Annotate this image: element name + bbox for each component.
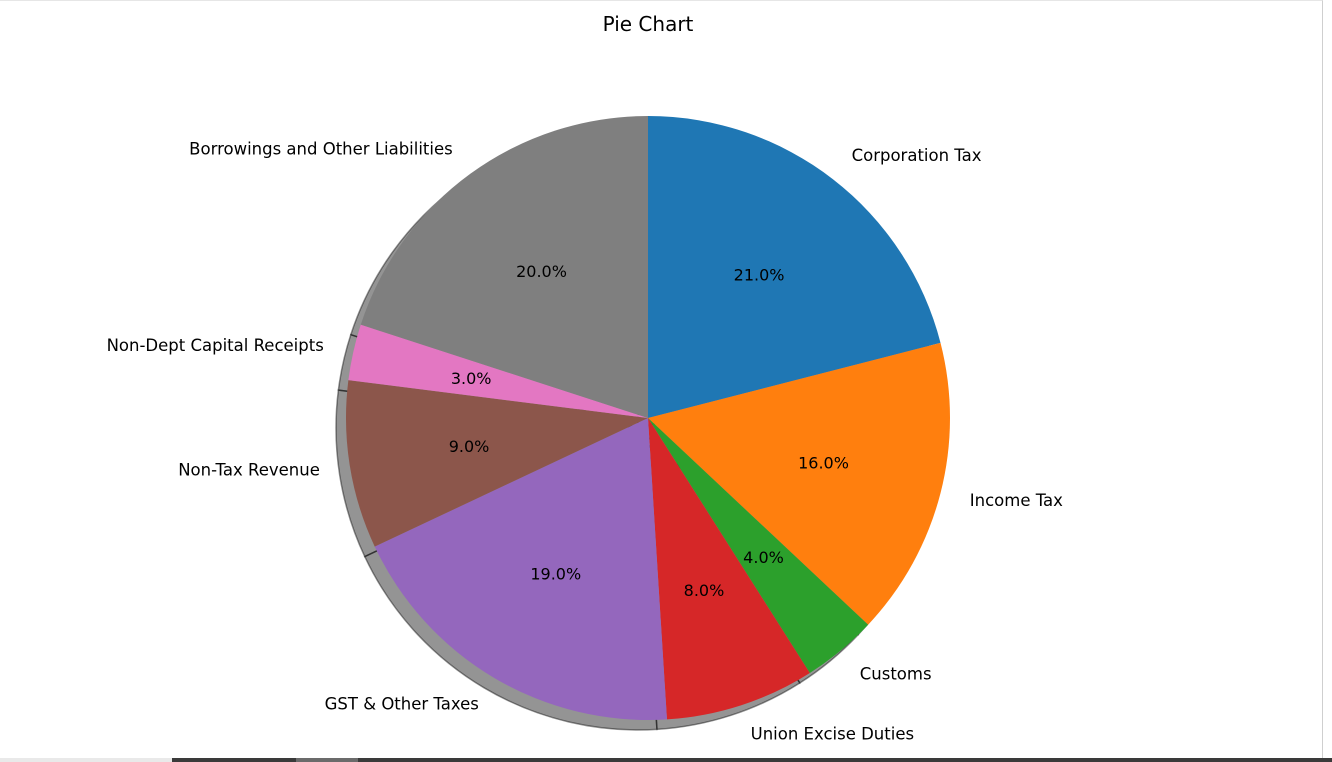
percent-label-corporation-tax: 21.0%: [734, 265, 785, 284]
pie-slice-gst-other-taxes: [374, 418, 667, 720]
taskbar-segment: [172, 758, 296, 762]
pie-labels: 21.0% Corporation Tax 16.0% Income Tax 4.0% C…: [107, 140, 1064, 744]
percent-label-non-dept-capital-receipts: 3.0%: [451, 369, 492, 388]
percent-label-non-tax-revenue: 9.0%: [449, 437, 490, 456]
percent-label-borrowings-and-other-liabilities: 20.0%: [516, 262, 567, 281]
pie-slice-non-tax-revenue: [346, 380, 648, 547]
slice-label-union-excise-duties: Union Excise Duties: [751, 724, 914, 743]
slice-label-non-dept-capital-receipts: Non-Dept Capital Receipts: [107, 336, 324, 355]
pie-slice-borrowings-and-other-liabilities: [360, 115, 648, 418]
percent-label-union-excise-duties: 8.0%: [684, 581, 725, 600]
percent-label-gst-other-taxes: 19.0%: [530, 564, 581, 583]
slice-label-borrowings-and-other-liabilities: Borrowings and Other Liabilities: [189, 140, 453, 159]
taskbar-segment: [296, 758, 358, 762]
slice-label-corporation-tax: Corporation Tax: [852, 146, 982, 165]
slice-label-income-tax: Income Tax: [970, 491, 1063, 510]
pie-slices: [346, 115, 950, 720]
pie-slice-income-tax: [648, 342, 950, 625]
pie-slice-customs: [648, 418, 869, 673]
pie-slice-union-excise-duties: [648, 418, 810, 720]
pie-slice-corporation-tax: [648, 116, 941, 418]
percent-label-income-tax: 16.0%: [798, 454, 849, 473]
percent-label-customs: 4.0%: [743, 548, 784, 567]
pie-slice-non-dept-capital-receipts: [348, 324, 648, 418]
slice-label-non-tax-revenue: Non-Tax Revenue: [178, 460, 320, 479]
chart-title: Pie Chart: [603, 12, 694, 36]
slice-label-customs: Customs: [860, 664, 932, 683]
taskbar-segment: [358, 758, 1332, 762]
taskbar-strip: [0, 758, 1332, 762]
slice-label-gst-other-taxes: GST & Other Taxes: [325, 694, 479, 713]
